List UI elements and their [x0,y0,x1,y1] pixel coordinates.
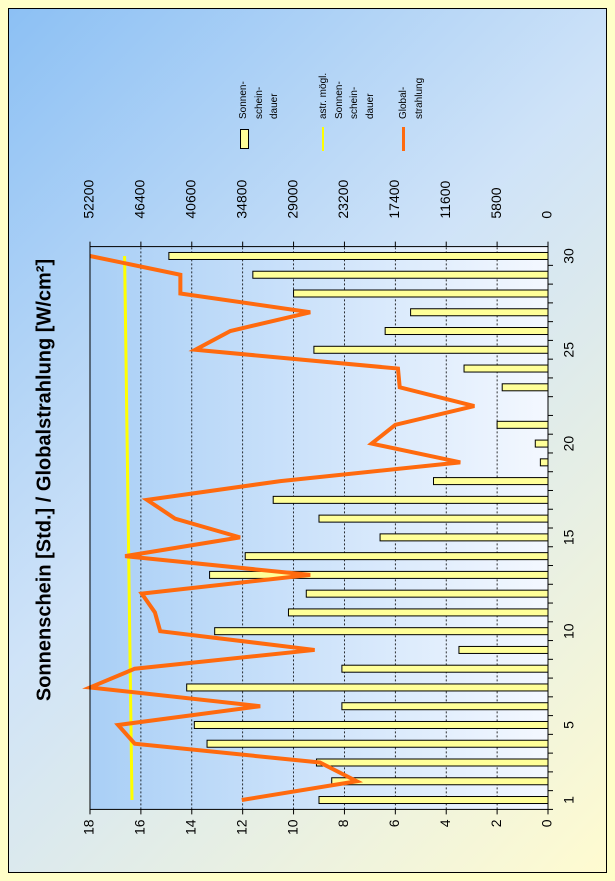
bar [433,477,549,486]
y2-tick-label: 0 [539,211,555,219]
x-tick-label: 15 [561,529,577,545]
bar [379,533,549,542]
bar [313,345,549,354]
y-tick-label: 2 [488,819,504,827]
legend-symbol [236,125,252,151]
x-tick-label: 5 [561,721,577,729]
bar [410,308,549,317]
bar [341,702,549,711]
x-tick-label: 1 [561,796,577,804]
bar [384,327,549,336]
y2-tick-label: 40600 [182,179,198,218]
y2-tick-label: 29000 [284,179,300,218]
bar [287,608,549,617]
y-tick-label: 14 [182,819,198,835]
legend-swatch [402,127,405,151]
bar [318,514,549,523]
y2-tick-label: 11600 [437,180,453,218]
y2-tick-label: 52200 [81,179,97,218]
bar [293,289,549,298]
x-tick-label: 25 [561,342,577,358]
bar [331,777,549,786]
bar [458,645,549,654]
y-tick-label: 18 [81,819,97,835]
legend-entry: astr. mögl. Sonnen- schein- dauer [316,73,396,151]
bar [463,364,549,373]
x-tick-label: 20 [561,436,577,452]
bar [534,439,549,448]
legend-swatch [322,127,324,151]
line [123,255,134,801]
y-tick-label: 12 [233,819,249,835]
bar [186,683,549,692]
chart-title: Sonnenschein [Std.] / Globalstrahlung [W… [33,259,55,701]
bar [206,739,549,748]
y-tick-label: 16 [132,819,148,835]
bar [214,627,549,636]
bar [501,383,549,392]
legend-swatch [240,129,249,149]
y2-tick-label: 34800 [233,179,249,218]
bar [209,570,549,579]
bar [244,552,549,561]
legend-entry: Sonnen- schein- dauer [236,73,316,151]
x-tick-label: 30 [561,248,577,264]
legend-label: Global- strahlung [398,77,425,119]
bar [318,796,549,805]
bar [539,458,549,467]
y-tick-label: 6 [386,819,402,827]
plot-frame [89,246,549,810]
y-tick-label: 8 [335,819,351,827]
y2-tick-label: 5800 [488,187,504,218]
legend: Sonnen- schein- dauer astr. mögl. Sonnen-… [236,73,476,151]
bar [193,720,549,729]
bar [168,251,549,260]
legend-label: astr. mögl. Sonnen- schein- dauer [318,72,376,119]
bar [305,589,549,598]
bar [252,270,549,279]
y2-tick-label: 46400 [132,179,148,218]
y2-tick-label: 23200 [335,179,351,218]
y-tick-label: 0 [539,819,555,827]
legend-entry: Global- strahlung [396,73,476,151]
bar [496,420,549,429]
y-tick-label: 4 [437,819,453,827]
legend-symbol [396,125,412,151]
y2-tick-label: 17400 [386,179,402,218]
legend-symbol [316,125,332,151]
bar [341,664,549,673]
bar [272,495,549,504]
legend-label: Sonnen- schein- dauer [238,81,280,119]
bar [315,758,549,767]
y-tick-label: 10 [284,819,300,835]
x-tick-label: 10 [561,623,577,639]
line [82,254,475,802]
